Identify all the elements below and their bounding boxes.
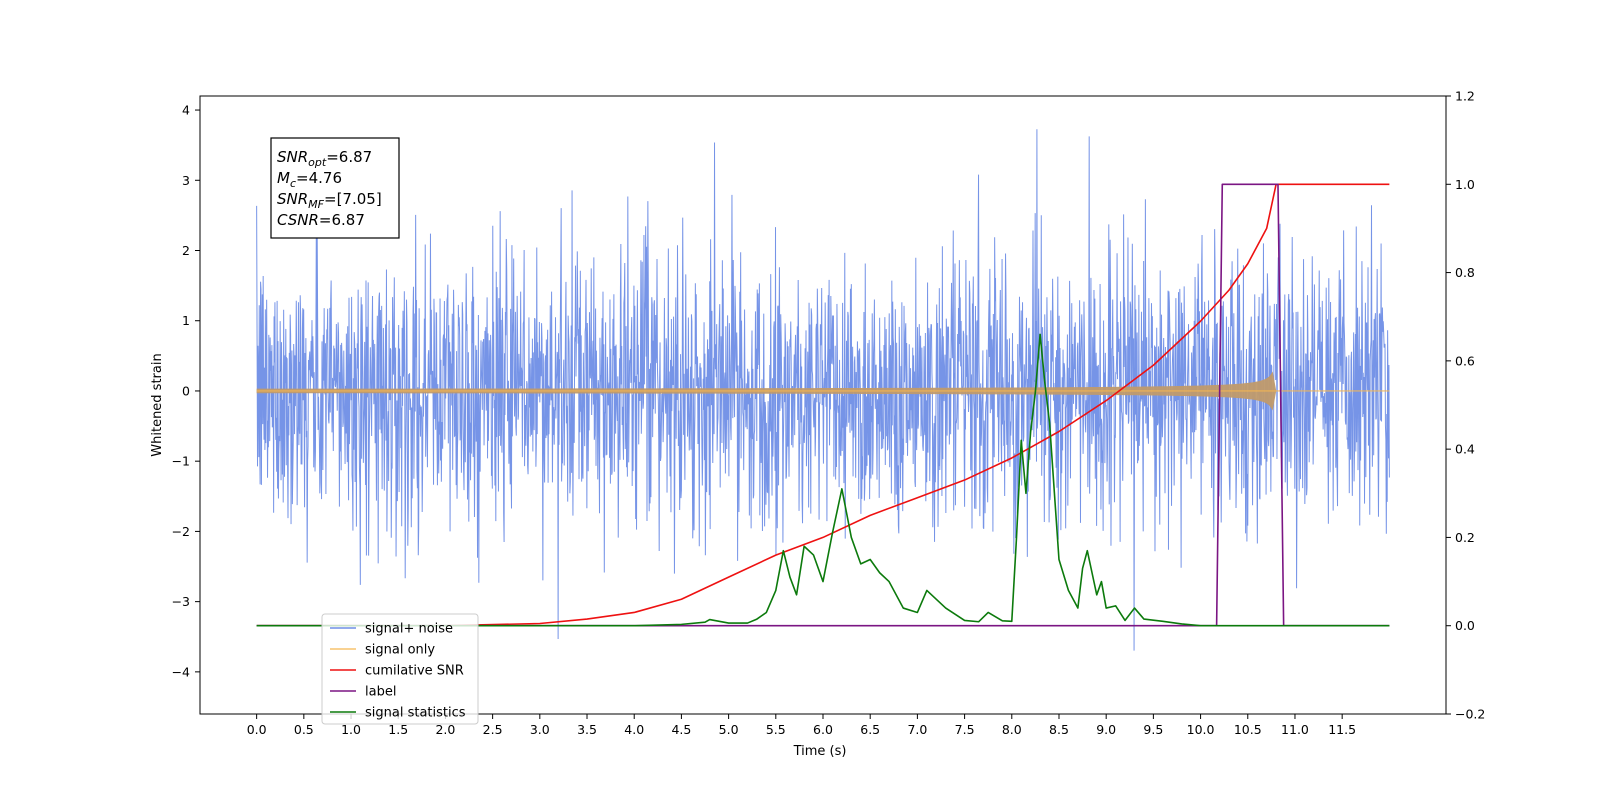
legend-entry: cumilative SNR — [365, 664, 464, 679]
y2-tick-label: 0.0 — [1455, 618, 1475, 633]
annotation-line: CSNR=6.87 — [277, 211, 365, 229]
y-tick-label: −1 — [172, 454, 190, 469]
annotation-symbol: SNR — [277, 190, 308, 208]
y-tick-label: 2 — [182, 243, 190, 258]
y-axis-label: Whitened strain — [150, 353, 165, 456]
y-tick-label: 3 — [182, 173, 190, 188]
annotation-symbol: CSNR — [277, 211, 319, 229]
y-tick-label: 4 — [182, 103, 190, 118]
legend-entry: signal only — [365, 643, 435, 658]
annotation-value: =4.76 — [296, 169, 342, 187]
y2-tick-label: 0.4 — [1455, 442, 1475, 457]
x-tick-label: 6.0 — [813, 722, 833, 737]
y2-axis-ticks: 1.2 1.0 0.8 0.6 0.4 0.2 0.0 −0.2 — [1446, 89, 1485, 722]
y-tick-label: −2 — [172, 524, 190, 539]
x-tick-label: 1.5 — [388, 722, 408, 737]
x-tick-label: 11.0 — [1281, 722, 1309, 737]
x-tick-label: 0.0 — [247, 722, 267, 737]
series-signal-statistics — [256, 333, 1390, 627]
annotation-value: =[7.05] — [324, 190, 382, 208]
x-tick-label: 11.5 — [1328, 722, 1356, 737]
x-tick-label: 4.0 — [624, 722, 644, 737]
y2-tick-label: −0.2 — [1455, 707, 1485, 722]
annotation-subscript: opt — [308, 156, 327, 169]
x-tick-label: 6.5 — [860, 722, 880, 737]
annotation-symbol: SNR — [277, 148, 308, 166]
x-tick-label: 0.5 — [294, 722, 314, 737]
plot-area — [256, 129, 1390, 651]
x-tick-label: 7.0 — [907, 722, 927, 737]
x-tick-label: 10.0 — [1187, 722, 1215, 737]
x-tick-label: 5.0 — [719, 722, 739, 737]
x-tick-label: 9.0 — [1096, 722, 1116, 737]
x-tick-label: 3.5 — [577, 722, 597, 737]
legend: signal+ noise signal only cumilative SNR la… — [321, 613, 479, 725]
x-tick-label: 8.0 — [1002, 722, 1022, 737]
series-cumulative-snr — [256, 183, 1390, 627]
y-tick-label: 1 — [182, 313, 190, 328]
y2-tick-label: 1.2 — [1455, 89, 1475, 104]
y2-tick-label: 0.8 — [1455, 265, 1475, 280]
annotation-frame — [270, 137, 400, 239]
x-tick-label: 2.5 — [483, 722, 503, 737]
annotation-value: =6.87 — [319, 211, 365, 229]
annotation-value: =6.87 — [326, 148, 372, 166]
y-tick-label: 0 — [182, 383, 190, 398]
y-tick-label: −4 — [172, 664, 190, 679]
x-axis-ticks: 0.0 0.5 1.0 1.5 2.0 2.5 3.0 3.5 4.0 4.5 5.0 5.5 6.0 6… — [247, 714, 1356, 737]
legend-entry: signal statistics — [365, 706, 466, 721]
annotation-line: SNRMF=[7.05] — [277, 190, 382, 211]
x-tick-label: 5.5 — [766, 722, 786, 737]
annotation-subscript: c — [290, 177, 296, 190]
y2-tick-label: 0.6 — [1455, 353, 1475, 368]
y-tick-label: −3 — [172, 594, 190, 609]
y2-tick-label: 0.2 — [1455, 530, 1475, 545]
x-tick-label: 4.5 — [671, 722, 691, 737]
annotation-line: SNRopt=6.87 — [277, 148, 372, 169]
legend-entry: label — [365, 685, 396, 700]
x-tick-label: 10.5 — [1234, 722, 1262, 737]
x-axis-label: Time (s) — [793, 744, 847, 759]
x-tick-label: 1.0 — [341, 722, 361, 737]
x-tick-label: 7.5 — [955, 722, 975, 737]
annotation-subscript: MF — [308, 198, 324, 211]
x-tick-label: 2.0 — [435, 722, 455, 737]
legend-frame — [321, 613, 479, 725]
annotation-symbol: M — [277, 169, 290, 187]
annotation-line: Mc=4.76 — [277, 169, 342, 190]
y2-tick-label: 1.0 — [1455, 177, 1475, 192]
x-tick-label: 8.5 — [1049, 722, 1069, 737]
x-tick-label: 9.5 — [1143, 722, 1163, 737]
x-tick-label: 3.0 — [530, 722, 550, 737]
y-axis-ticks: 4 3 2 1 0 −1 −2 −3 −4 — [172, 103, 200, 679]
legend-entry: signal+ noise — [365, 622, 453, 637]
